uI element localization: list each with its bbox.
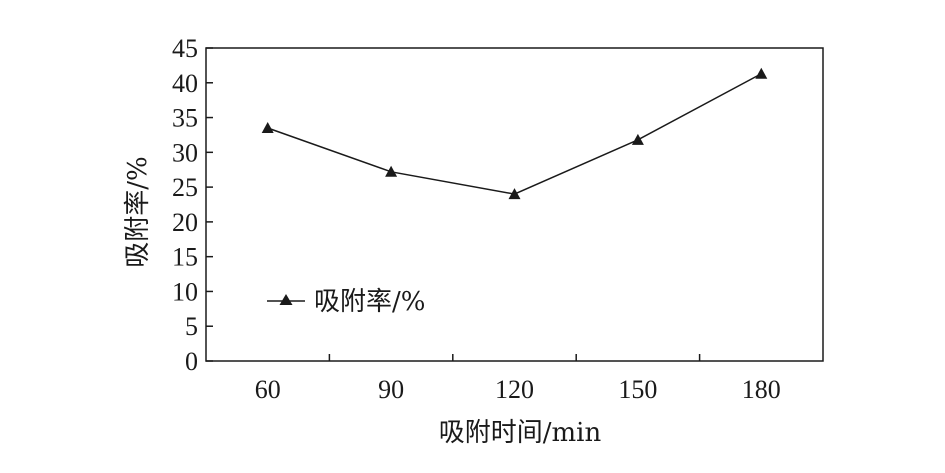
x-tick-label: 60 — [255, 375, 281, 404]
y-tick-label: 40 — [172, 69, 198, 98]
data-point-triangle — [261, 121, 274, 133]
y-tick-label: 30 — [172, 138, 198, 167]
series-line — [267, 73, 762, 195]
y-axis-title: 吸附率/% — [123, 156, 153, 267]
plot-frame — [205, 47, 824, 362]
series-layer — [261, 67, 768, 200]
legend-marker-triangle-icon — [279, 294, 293, 305]
data-point-triangle — [508, 188, 521, 200]
legend: 吸附率/% — [267, 287, 425, 317]
data-point-triangle — [755, 67, 768, 79]
x-axis-ticks: 60 90 120 150 180 — [255, 354, 781, 404]
x-tick-label: 120 — [495, 375, 534, 404]
y-tick-label: 0 — [185, 347, 198, 376]
x-tick-label: 90 — [378, 375, 404, 404]
y-tick-label: 10 — [172, 277, 198, 306]
y-axis-ticks: 0 5 10 15 20 25 30 35 40 45 — [172, 34, 213, 376]
data-point-triangle — [385, 165, 398, 177]
x-tick-label: 150 — [618, 375, 657, 404]
y-tick-label: 35 — [172, 104, 198, 133]
y-tick-label: 25 — [172, 173, 198, 202]
x-axis-title: 吸附时间/min — [439, 418, 602, 448]
legend-label: 吸附率/% — [314, 287, 425, 317]
data-point-triangle — [631, 133, 644, 145]
y-tick-label: 45 — [172, 34, 198, 63]
y-tick-label: 5 — [185, 312, 198, 341]
y-tick-label: 15 — [172, 243, 198, 272]
y-tick-label: 20 — [172, 208, 198, 237]
x-tick-label: 180 — [742, 375, 781, 404]
